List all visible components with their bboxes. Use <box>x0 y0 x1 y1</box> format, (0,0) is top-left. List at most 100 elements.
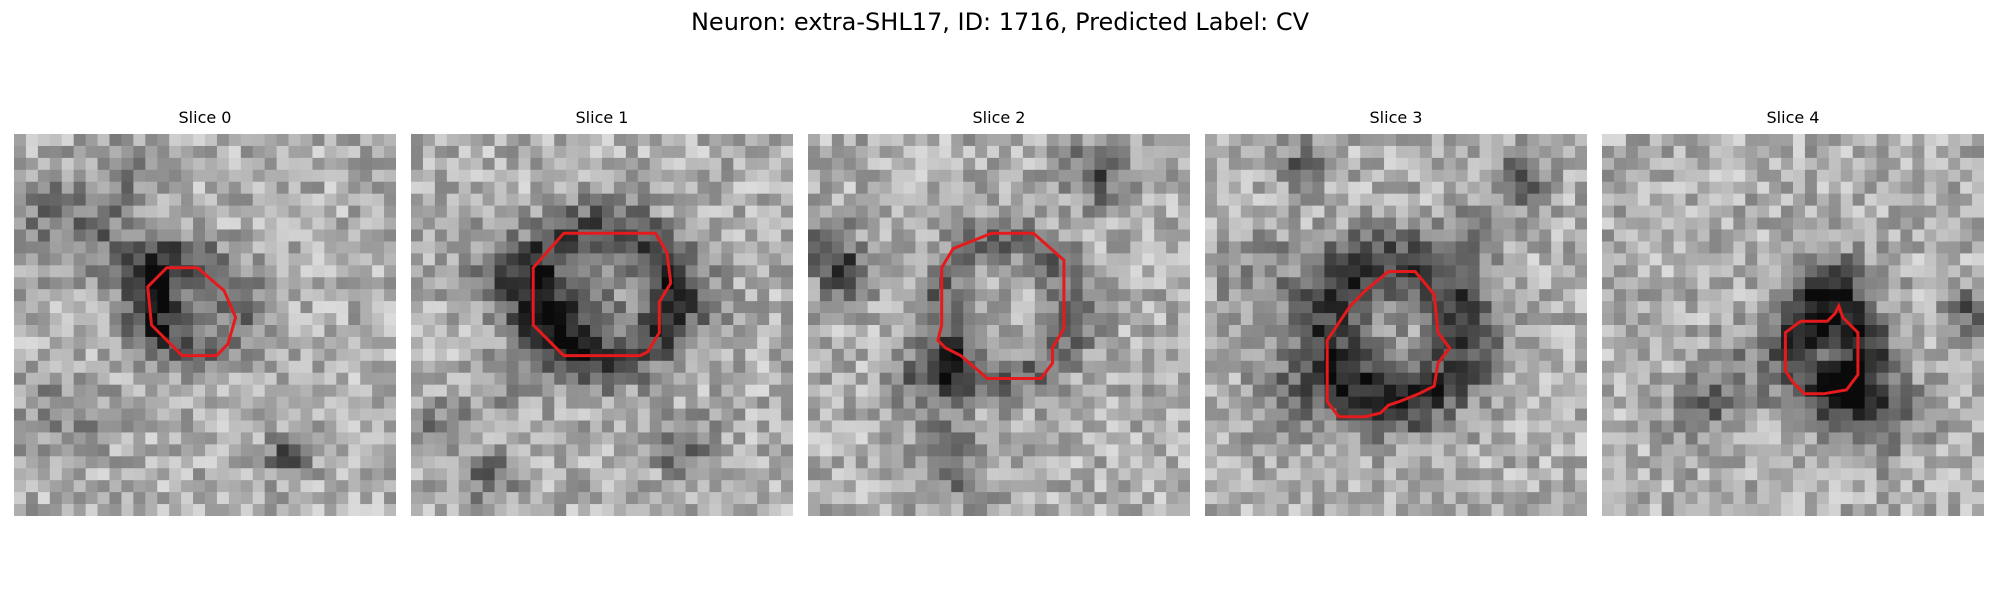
pixel <box>1288 181 1302 195</box>
pixel <box>685 492 699 505</box>
pixel <box>1348 157 1361 171</box>
pixel <box>1312 277 1325 290</box>
pixel <box>939 241 952 254</box>
pixel <box>181 432 194 445</box>
pixel <box>494 277 508 290</box>
pixel <box>975 169 988 183</box>
pixel <box>446 289 460 302</box>
pixel <box>157 277 170 290</box>
pixel <box>276 181 290 195</box>
pixel <box>25 181 39 195</box>
pixel <box>1649 205 1663 219</box>
pixel <box>1864 157 1878 171</box>
pixel <box>85 301 99 314</box>
pixel <box>808 241 821 254</box>
pixel <box>1154 480 1167 493</box>
pixel <box>1649 325 1663 338</box>
pixel <box>61 372 75 386</box>
pixel <box>1216 134 1230 147</box>
pixel <box>1467 384 1481 398</box>
pixel <box>97 169 111 183</box>
pixel <box>1276 169 1290 183</box>
pixel <box>808 372 821 386</box>
pixel <box>721 504 734 516</box>
pixel <box>999 492 1012 505</box>
pixel <box>97 360 111 374</box>
pixel <box>1216 253 1230 266</box>
pixel <box>1094 336 1108 350</box>
pixel <box>1396 313 1409 326</box>
pixel <box>240 408 254 422</box>
pixel <box>1205 480 1218 493</box>
pixel <box>1503 372 1516 386</box>
pixel <box>324 372 337 386</box>
pixel <box>1106 420 1119 434</box>
pixel <box>819 205 833 219</box>
pixel <box>781 289 793 302</box>
pixel <box>1443 313 1457 326</box>
pixel <box>891 205 905 219</box>
pixel <box>1240 444 1254 457</box>
pixel <box>372 396 385 410</box>
pixel <box>372 348 385 362</box>
pixel <box>709 134 722 147</box>
pixel <box>1312 313 1325 326</box>
pixel <box>1443 480 1457 493</box>
pixel <box>1166 492 1179 505</box>
pixel <box>745 277 758 290</box>
pixel <box>109 193 123 207</box>
pixel <box>1685 336 1699 350</box>
pixel <box>216 480 230 493</box>
pixel <box>1793 134 1806 147</box>
pixel <box>1348 145 1361 159</box>
pixel <box>1467 408 1481 422</box>
pixel <box>1070 241 1084 254</box>
pixel <box>25 313 39 326</box>
pixel <box>1479 301 1493 314</box>
pixel <box>757 420 770 434</box>
pixel <box>324 348 337 362</box>
pixel <box>181 157 194 171</box>
pixel <box>422 325 436 338</box>
pixel <box>1216 408 1230 422</box>
pixel <box>1407 193 1421 207</box>
pixel <box>1118 253 1131 266</box>
pixel <box>1384 169 1397 183</box>
pixel <box>506 265 520 278</box>
pixel <box>411 492 424 505</box>
pixel <box>999 504 1012 516</box>
pixel <box>1960 289 1973 302</box>
pixel <box>1154 504 1167 516</box>
pixel <box>590 193 603 207</box>
pixel <box>999 241 1012 254</box>
pixel <box>999 348 1012 362</box>
pixel <box>1118 444 1131 457</box>
pixel <box>1745 229 1758 243</box>
pixel <box>963 277 976 290</box>
pixel <box>1912 169 1925 183</box>
pixel <box>1276 277 1290 290</box>
pixel <box>1106 229 1119 243</box>
pixel <box>903 444 917 457</box>
pixel <box>384 336 396 350</box>
pixel <box>228 420 242 434</box>
pixel <box>1781 289 1794 302</box>
pixel <box>1070 480 1084 493</box>
pixel <box>963 157 976 171</box>
pixel <box>288 504 302 516</box>
pixel <box>927 265 940 278</box>
pixel <box>312 145 325 159</box>
pixel <box>324 289 337 302</box>
pixel <box>963 420 976 434</box>
pixel <box>1070 468 1084 481</box>
pixel <box>1240 432 1254 445</box>
pixel <box>216 468 230 481</box>
pixel <box>1852 265 1866 278</box>
pixel <box>951 336 964 350</box>
pixel <box>1216 241 1230 254</box>
pixel <box>1384 408 1397 422</box>
pixel <box>1022 480 1036 493</box>
pixel <box>1467 145 1481 159</box>
pixel <box>1613 456 1627 469</box>
pixel <box>85 444 99 457</box>
